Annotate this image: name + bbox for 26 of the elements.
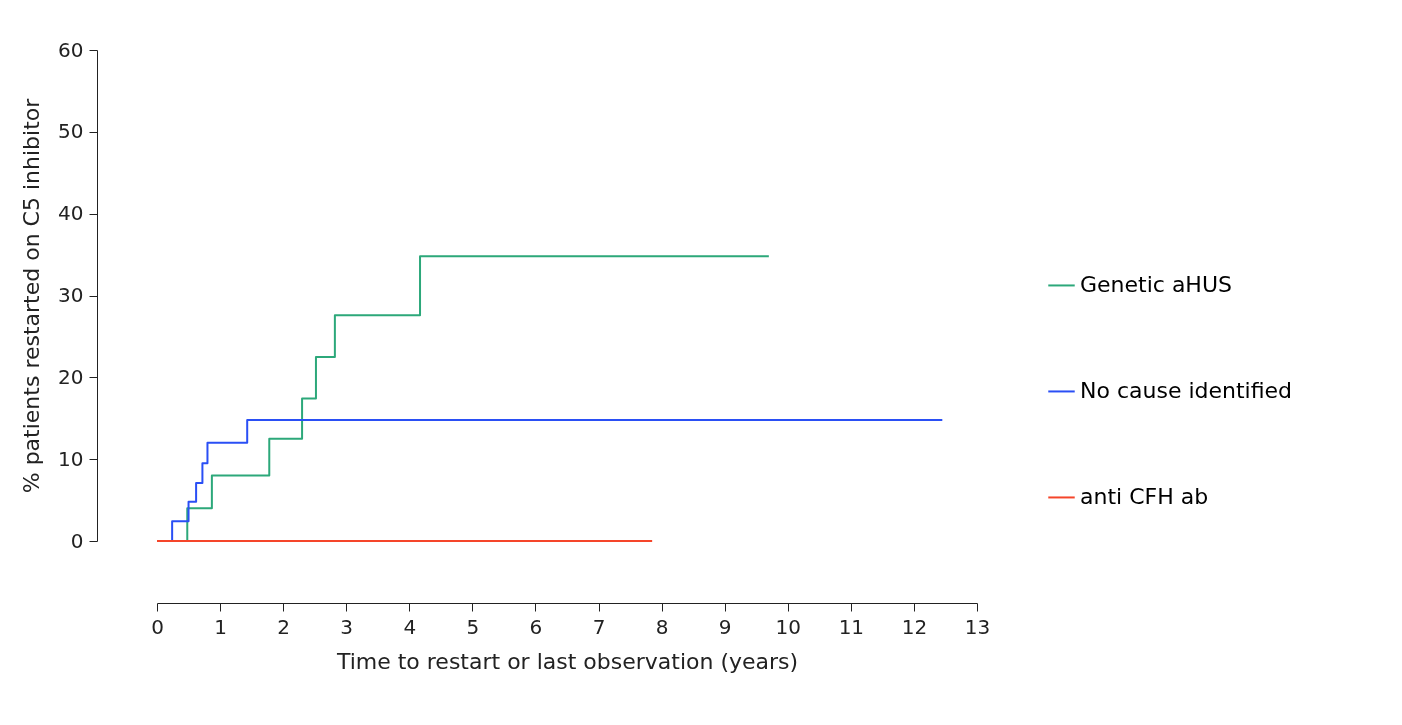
x-tick-label: 7 bbox=[592, 614, 606, 639]
y-tick-label: 50 bbox=[58, 119, 84, 144]
y-tick-label: 40 bbox=[58, 201, 84, 226]
x-tick-label: 5 bbox=[466, 614, 480, 639]
legend-label: Genetic aHUS bbox=[1080, 272, 1232, 298]
y-tick-label: 0 bbox=[70, 528, 84, 553]
x-tick-label: 12 bbox=[901, 614, 928, 639]
y-tick-label: 30 bbox=[58, 283, 84, 307]
x-tick-label: 3 bbox=[340, 614, 354, 639]
y-tick-label: 60 bbox=[58, 37, 84, 62]
x-tick-label: 13 bbox=[964, 614, 991, 639]
y-tick-label: 10 bbox=[58, 446, 84, 471]
y-tick-label: 20 bbox=[58, 364, 84, 389]
legend-label: No cause identified bbox=[1080, 378, 1293, 404]
x-tick-label: 10 bbox=[775, 614, 801, 639]
x-tick-label: 0 bbox=[151, 614, 164, 639]
x-tick-label: 2 bbox=[277, 614, 291, 639]
x-tick-label: 9 bbox=[718, 614, 732, 639]
y-axis-title: % patients restarted on C5 inhibitor bbox=[19, 97, 45, 494]
x-tick-label: 1 bbox=[214, 614, 227, 639]
legend-label: anti CFH ab bbox=[1080, 484, 1209, 510]
x-tick-label: 4 bbox=[403, 614, 417, 639]
x-tick-label: 8 bbox=[655, 614, 669, 639]
x-axis-title: Time to restart or last observation (years) bbox=[335, 648, 799, 674]
x-tick-label: 11 bbox=[838, 614, 865, 639]
x-tick-label: 6 bbox=[529, 614, 543, 639]
